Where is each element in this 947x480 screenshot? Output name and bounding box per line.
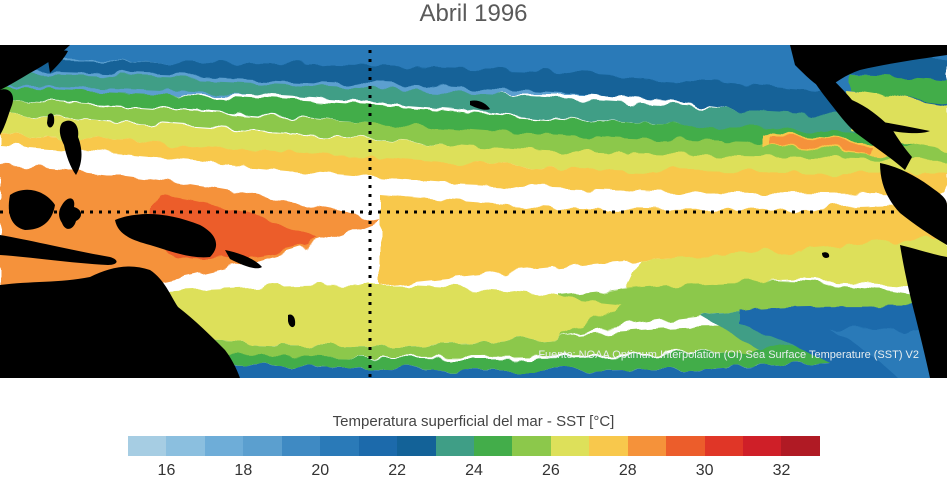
landmasses xyxy=(0,45,947,378)
colorbar-tick-label: 22 xyxy=(388,462,407,479)
colorbar-ticks: 16 18 20 22 24 26 28 30 32 xyxy=(128,462,820,480)
colorbar-swatch xyxy=(243,436,282,456)
sst-band-peru-cold xyxy=(830,329,947,378)
sst-band-gulf-26 xyxy=(845,90,947,150)
map-title: Abril 1996 xyxy=(419,0,528,27)
colorbar-tick-label: 16 xyxy=(157,462,176,479)
landmass-japan-islands xyxy=(48,50,68,73)
landmass-cuba-caribbean xyxy=(870,120,930,134)
sst-band-gulf-24 xyxy=(850,75,947,103)
colorbar-swatch xyxy=(627,436,667,456)
sst-band-south-24 xyxy=(0,337,947,371)
colorbar-tick-label: 30 xyxy=(695,462,714,479)
colorbar-swatch xyxy=(435,436,474,456)
colorbar-swatch xyxy=(704,436,743,456)
landmass-taiwan xyxy=(47,113,55,128)
landmass-south-america xyxy=(900,245,947,378)
reference-lines xyxy=(0,50,895,378)
colorbar-title: Temperatura superficial del mar - SST [°… xyxy=(332,413,615,430)
landmass-australia xyxy=(0,266,240,378)
colorbar-swatch xyxy=(512,436,551,456)
landmass-borneo xyxy=(8,189,55,230)
data-source-note: Fuente: NOAA Optimum Interpolation (OI) … xyxy=(538,349,919,361)
sst-band-equatorial-27 xyxy=(380,195,947,285)
landmass-new-zealand xyxy=(288,314,296,328)
colorbar-swatch xyxy=(589,436,628,456)
landmass-sulawesi xyxy=(59,198,82,229)
colorbar-swatch xyxy=(781,436,820,456)
colorbar-swatch xyxy=(320,436,359,456)
colorbar-swatch xyxy=(473,436,513,456)
colorbar-swatch xyxy=(743,436,782,456)
sst-band-north-22 xyxy=(0,60,947,130)
colorbar-swatch xyxy=(550,436,590,456)
colorbar-tick-label: 18 xyxy=(234,462,253,479)
colorbar-tick-label: 32 xyxy=(772,462,791,479)
colorbar-swatch xyxy=(666,436,705,456)
sst-band-north-cool xyxy=(0,45,947,115)
sst-band-north-26 xyxy=(0,100,947,165)
sst-band-north-27 xyxy=(0,115,947,177)
landmass-hawaii xyxy=(470,100,490,110)
colorbar-swatch xyxy=(281,436,321,456)
landmass-sumatra-java xyxy=(0,235,117,265)
colorbar xyxy=(128,436,820,456)
sst-band-north-25 xyxy=(0,87,947,155)
landmass-new-guinea xyxy=(115,213,217,258)
sst-band-east-north-28 xyxy=(770,137,870,153)
colorbar-tick-label: 24 xyxy=(465,462,483,479)
sst-map xyxy=(0,45,947,378)
colorbar-tick-label: 26 xyxy=(541,462,560,479)
colorbar-swatch xyxy=(166,436,205,456)
landmass-solomons xyxy=(225,250,262,269)
colorbar-swatch xyxy=(358,436,398,456)
landmass-philippines xyxy=(59,120,82,175)
landmass-cape-york xyxy=(147,270,165,307)
sst-field xyxy=(0,45,947,378)
colorbar-swatch xyxy=(128,436,167,456)
landmass-central-america xyxy=(880,163,947,245)
sst-band-warm-pool-27 xyxy=(0,133,947,195)
colorbar-swatch xyxy=(204,436,244,456)
landmass-baja-mexico xyxy=(800,55,912,170)
landmass-china-coast xyxy=(0,89,14,135)
colorbar-swatch xyxy=(397,436,436,456)
colorbar-tick-label: 20 xyxy=(311,462,330,479)
colorbar-tick-label: 28 xyxy=(618,462,637,479)
landmass-galapagos xyxy=(822,252,830,258)
